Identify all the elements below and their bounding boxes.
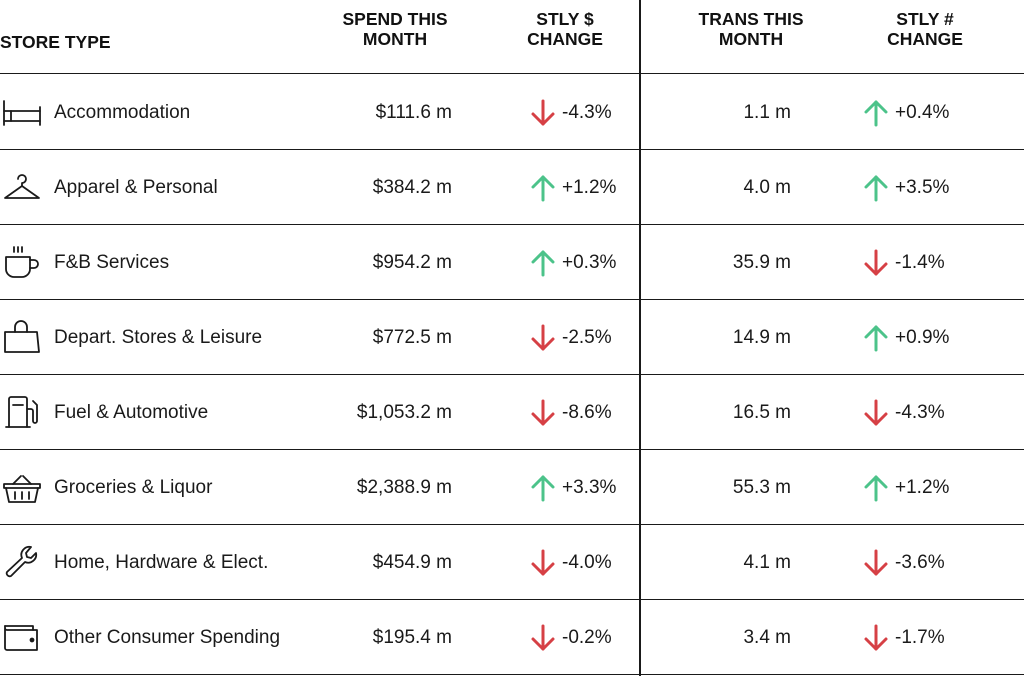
arrow-down-icon	[863, 399, 889, 427]
wrench-icon	[2, 545, 42, 579]
arrow-down-icon	[530, 324, 556, 352]
arrow-down-icon	[863, 249, 889, 277]
store-type-label: Home, Hardware & Elect.	[54, 552, 269, 573]
table-row: Groceries & Liquor $2,388.9 m +3.3% 55.3 m +…	[0, 450, 1024, 525]
trans-this-month-value: 55.3 m	[732, 477, 791, 498]
table-row: Home, Hardware & Elect. $454.9 m -4.0% 4.1 …	[0, 525, 1024, 600]
trans-this-month-value: 1.1 m	[743, 102, 791, 123]
stly-num-change-value: -4.3%	[895, 402, 945, 423]
stly-num-change-value: -3.6%	[895, 552, 945, 573]
table-row: Fuel & Automotive $1,053.2 m -8.6% 16.5 m -4…	[0, 375, 1024, 450]
store-type-label: Groceries & Liquor	[54, 477, 213, 498]
stly-dollar-change-value: +0.3%	[562, 252, 617, 273]
table-row: Depart. Stores & Leisure $772.5 m -2.5% 14.…	[0, 300, 1024, 375]
spend-this-month-value: $195.4 m	[372, 627, 452, 648]
stly-dollar-change-value: -4.0%	[562, 552, 612, 573]
spend-this-month-value: $384.2 m	[372, 177, 452, 198]
table-row: Accommodation $111.6 m -4.3% 1.1 m +0.4%	[0, 75, 1024, 150]
arrow-up-icon	[863, 474, 889, 502]
column-divider	[639, 0, 641, 676]
spend-this-month-value: $2,388.9 m	[356, 477, 452, 498]
stly-dollar-change-value: +1.2%	[562, 177, 617, 198]
table-row: F&B Services $954.2 m +0.3% 35.9 m -1.4%	[0, 225, 1024, 300]
spend-this-month-value: $454.9 m	[372, 552, 452, 573]
header-spend-this-month: SPEND THIS MONTH	[342, 9, 448, 49]
stly-num-change-value: +3.5%	[895, 177, 950, 198]
trans-this-month-value: 35.9 m	[732, 252, 791, 273]
table-row: Apparel & Personal $384.2 m +1.2% 4.0 m +3.5…	[0, 150, 1024, 225]
stly-num-change-value: +1.2%	[895, 477, 950, 498]
stly-num-change-value: -1.4%	[895, 252, 945, 273]
trans-this-month-value: 14.9 m	[732, 327, 791, 348]
store-type-label: Apparel & Personal	[54, 177, 218, 198]
store-type-label: Fuel & Automotive	[54, 402, 209, 423]
wallet-icon	[2, 620, 42, 654]
store-type-label: Accommodation	[54, 102, 191, 123]
arrow-up-icon	[530, 174, 556, 202]
spend-this-month-value: $954.2 m	[372, 252, 452, 273]
store-type-label: Depart. Stores & Leisure	[54, 327, 263, 348]
trans-this-month-value: 16.5 m	[732, 402, 791, 423]
basket-icon	[2, 470, 42, 504]
arrow-down-icon	[530, 549, 556, 577]
trans-this-month-value: 3.4 m	[743, 627, 791, 648]
hanger-icon	[2, 170, 42, 204]
bed-icon	[2, 95, 42, 129]
stly-num-change-value: +0.9%	[895, 327, 950, 348]
header-store-type: STORE TYPE	[0, 32, 111, 52]
arrow-up-icon	[863, 174, 889, 202]
arrow-down-icon	[530, 99, 556, 127]
shopping-bag-icon	[2, 320, 42, 354]
stly-dollar-change-value: -0.2%	[562, 627, 612, 648]
header-stly-dollar-change: STLY $ CHANGE	[527, 9, 603, 49]
arrow-up-icon	[530, 249, 556, 277]
stly-dollar-change-value: -4.3%	[562, 102, 612, 123]
arrow-down-icon	[530, 624, 556, 652]
spend-this-month-value: $772.5 m	[372, 327, 452, 348]
arrow-up-icon	[530, 474, 556, 502]
stly-num-change-value: +0.4%	[895, 102, 950, 123]
arrow-down-icon	[863, 549, 889, 577]
fuel-pump-icon	[2, 395, 42, 429]
store-type-label: Other Consumer Spending	[54, 627, 281, 648]
store-type-label: F&B Services	[54, 252, 170, 273]
spend-this-month-value: $111.6 m	[375, 102, 452, 123]
stly-dollar-change-value: +3.3%	[562, 477, 617, 498]
arrow-up-icon	[863, 324, 889, 352]
header-trans-this-month: TRANS THIS MONTH	[698, 9, 804, 49]
trans-this-month-value: 4.1 m	[743, 552, 791, 573]
stly-num-change-value: -1.7%	[895, 627, 945, 648]
arrow-up-icon	[863, 99, 889, 127]
table-header: STORE TYPE SPEND THIS MONTH STLY $ CHANG…	[0, 0, 1024, 74]
coffee-cup-icon	[2, 245, 42, 279]
header-stly-num-change: STLY # CHANGE	[887, 9, 963, 49]
trans-this-month-value: 4.0 m	[743, 177, 791, 198]
arrow-down-icon	[530, 399, 556, 427]
stly-dollar-change-value: -8.6%	[562, 402, 612, 423]
arrow-down-icon	[863, 624, 889, 652]
table-row: Other Consumer Spending $195.4 m -0.2% 3.4 …	[0, 600, 1024, 675]
stly-dollar-change-value: -2.5%	[562, 327, 612, 348]
spend-this-month-value: $1,053.2 m	[356, 402, 452, 423]
